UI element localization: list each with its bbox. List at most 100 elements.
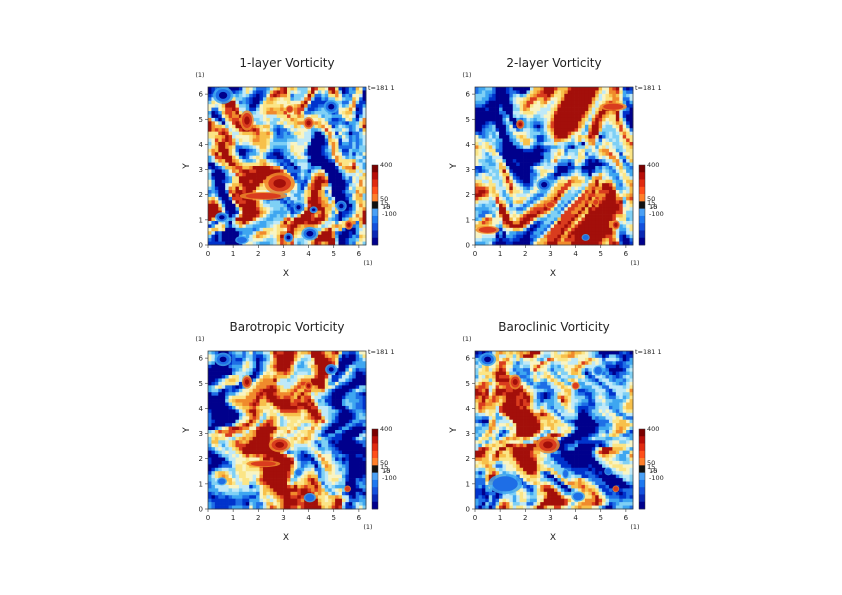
heatmap-cell: [629, 141, 634, 146]
heatmap-cell: [287, 138, 291, 143]
heatmap-cell: [262, 135, 267, 139]
heatmap-cell: [529, 231, 534, 236]
heatmap-cell: [584, 203, 589, 208]
heatmap-cell: [290, 361, 295, 366]
heatmap-cell: [598, 217, 603, 222]
heatmap-cell: [262, 351, 267, 355]
heatmap-cell: [602, 148, 606, 153]
heatmap-cell: [359, 100, 363, 105]
heatmap-cell: [317, 241, 322, 246]
heatmap-cell: [598, 148, 603, 153]
heatmap-cell: [211, 128, 216, 132]
heatmap-cell: [328, 378, 332, 383]
heatmap-cell: [509, 193, 514, 198]
heatmap-cell: [252, 107, 257, 112]
heatmap-cell: [554, 172, 558, 177]
heatmap-cell: [331, 378, 336, 383]
heatmap-cell: [362, 141, 367, 146]
heatmap-cell: [252, 217, 257, 222]
heatmap-cell: [287, 117, 291, 122]
heatmap-cell: [211, 166, 216, 170]
heatmap-cell: [588, 169, 593, 174]
heatmap-cell: [588, 117, 593, 122]
heatmap-cell: [612, 138, 617, 143]
heatmap-cell: [481, 107, 486, 112]
vortex-core: [219, 215, 225, 220]
heatmap-cell: [307, 148, 312, 153]
heatmap-cell: [574, 104, 579, 108]
heatmap-cell: [598, 224, 603, 229]
heatmap-cell: [252, 166, 257, 170]
heatmap-cell: [516, 234, 520, 239]
heatmap-cell: [488, 166, 493, 170]
heatmap-cell: [273, 159, 278, 163]
heatmap-cell: [526, 241, 531, 246]
heatmap-cell: [259, 210, 264, 215]
heatmap-cell: [612, 172, 617, 177]
heatmap-cell: [300, 190, 305, 194]
heatmap-cell: [314, 351, 319, 355]
heatmap-cell: [252, 114, 257, 119]
heatmap-cell: [612, 128, 617, 132]
heatmap-cell: [242, 159, 247, 163]
heatmap-cell: [266, 141, 271, 146]
heatmap-cell: [543, 169, 548, 174]
heatmap-cell: [481, 97, 486, 102]
heatmap-cell: [359, 381, 363, 386]
heatmap-cell: [341, 117, 346, 122]
heatmap-cell: [578, 114, 582, 119]
heatmap-cell: [352, 117, 357, 122]
heatmap-cell: [615, 135, 620, 139]
heatmap-cell: [550, 104, 555, 108]
heatmap-cell: [304, 131, 308, 136]
heatmap-cell: [550, 138, 555, 143]
heatmap-cell: [598, 97, 603, 102]
heatmap-cell: [345, 241, 350, 246]
heatmap-cell: [584, 128, 589, 132]
heatmap-cell: [475, 224, 479, 229]
heatmap-cell: [218, 388, 223, 393]
heatmap-cell: [273, 145, 278, 150]
heatmap-cell: [245, 203, 250, 208]
heatmap-cell: [293, 141, 298, 146]
heatmap-cell: [502, 190, 507, 194]
heatmap-cell: [550, 217, 555, 222]
heatmap-cell: [328, 241, 332, 246]
heatmap-cell: [341, 152, 346, 157]
heatmap-cell: [314, 375, 319, 379]
heatmap-cell: [574, 241, 579, 246]
heatmap-cell: [495, 210, 500, 215]
heatmap-cell: [488, 141, 493, 146]
heatmap-cell: [516, 148, 520, 153]
heatmap-cell: [208, 169, 212, 174]
heatmap-cell: [523, 100, 527, 105]
heatmap-cell: [307, 186, 312, 191]
vortex-core: [306, 120, 311, 126]
heatmap-cell: [584, 220, 589, 225]
heatmap-cell: [547, 176, 551, 181]
heatmap-cell: [622, 114, 627, 119]
colorbar-label: 50: [647, 195, 655, 203]
heatmap-cell: [355, 166, 360, 170]
heatmap-cell: [314, 357, 319, 362]
heatmap-cell: [300, 354, 305, 359]
heatmap-cell: [300, 131, 305, 136]
heatmap-cell: [543, 193, 548, 198]
heatmap-cell: [287, 141, 291, 146]
heatmap-cell: [252, 375, 257, 379]
heatmap-cell: [345, 117, 350, 122]
heatmap-cell: [256, 87, 260, 91]
heatmap-cell: [331, 351, 336, 355]
heatmap-cell: [232, 155, 236, 160]
heatmap-cell: [341, 176, 346, 181]
heatmap-cell: [547, 117, 551, 122]
heatmap-cell: [338, 152, 343, 157]
heatmap-cell: [554, 190, 558, 194]
heatmap-cell: [581, 193, 586, 198]
heatmap-cell: [225, 351, 229, 355]
heatmap-cell: [488, 172, 493, 177]
heatmap-cell: [242, 148, 247, 153]
heatmap-cell: [235, 114, 240, 119]
heatmap-cell: [605, 97, 610, 102]
heatmap-cell: [242, 351, 247, 355]
